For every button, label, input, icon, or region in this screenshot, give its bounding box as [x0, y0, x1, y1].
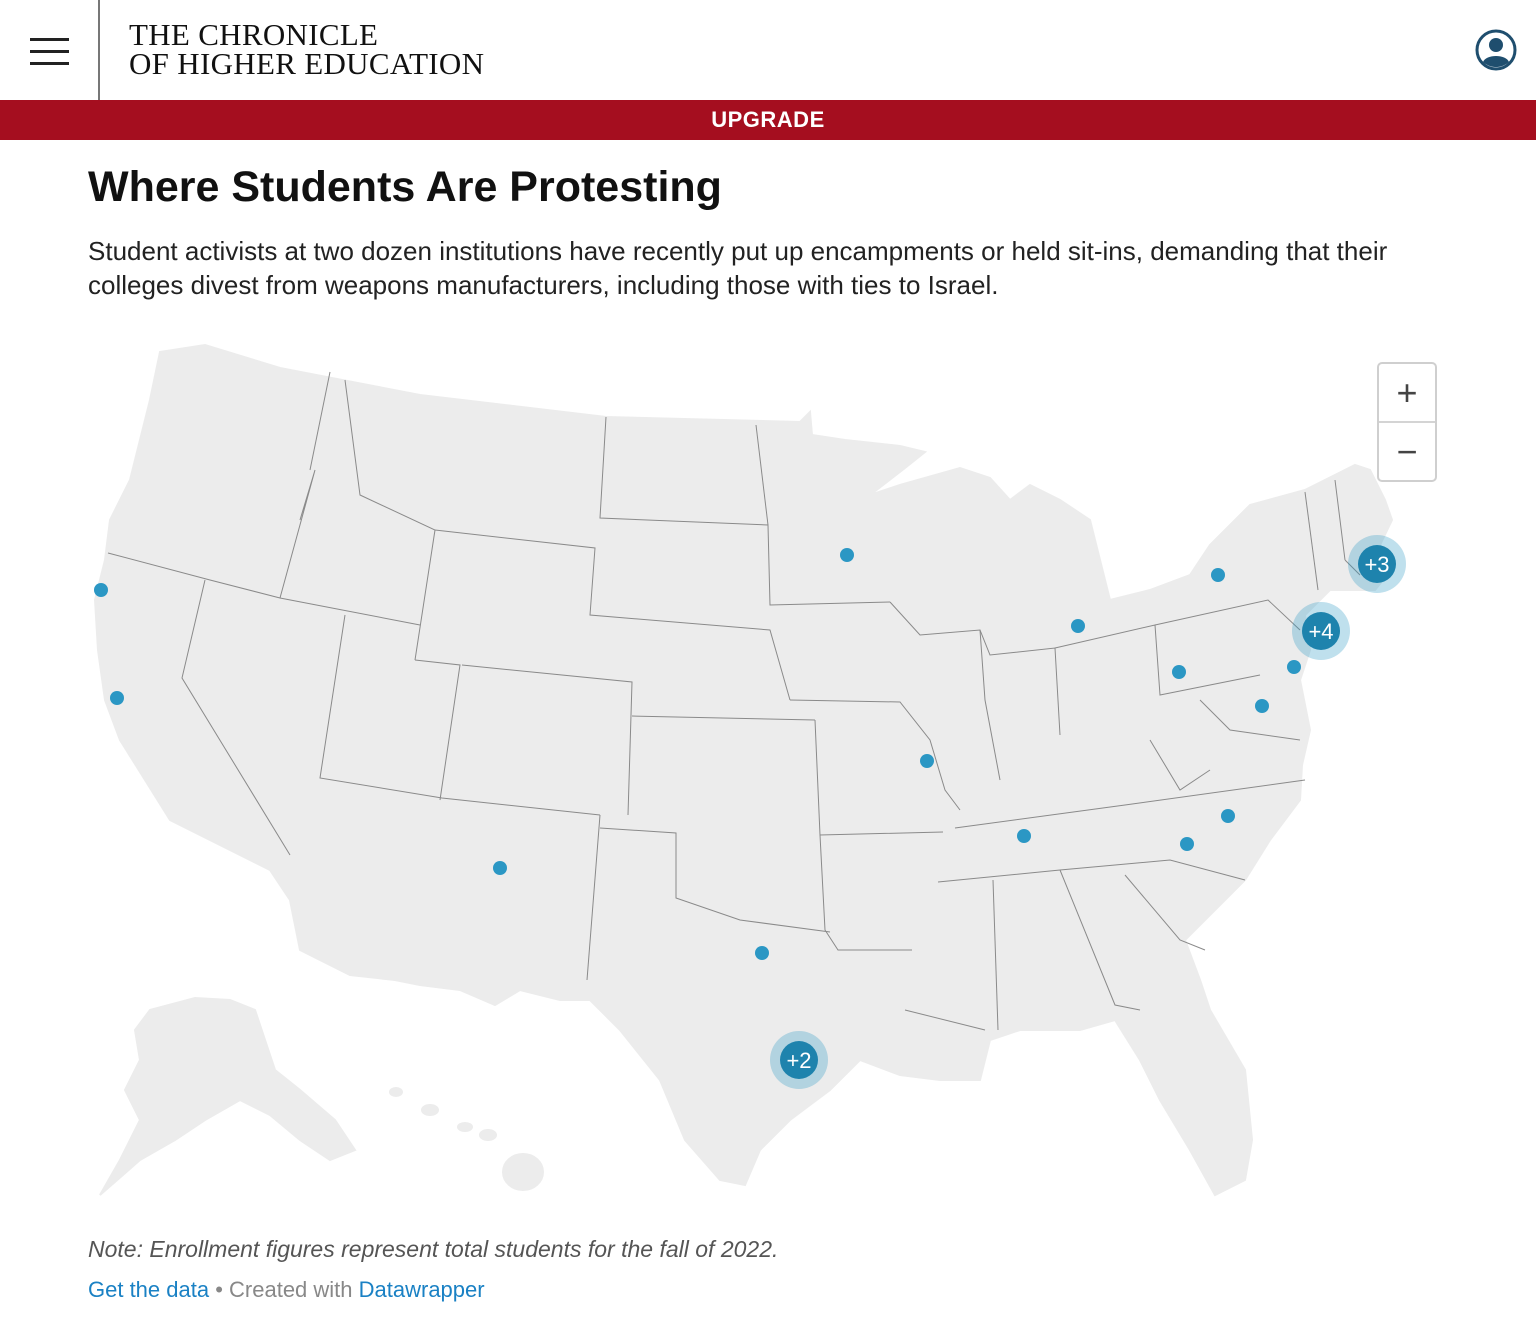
- cluster-markers[interactable]: +3 +4 +2: [770, 535, 1406, 1089]
- logo-line-2: OF HIGHER EDUCATION: [129, 46, 485, 81]
- marker-dot: [1287, 660, 1301, 674]
- protest-markers: [94, 548, 1301, 960]
- us-map[interactable]: +3 +4 +2: [88, 330, 1458, 1220]
- marker-dot: [94, 583, 108, 597]
- datawrapper-link[interactable]: Datawrapper: [358, 1277, 485, 1302]
- marker-dot: [1221, 809, 1235, 823]
- site-logo[interactable]: THE CHRONICLE OF HIGHER EDUCATION: [129, 17, 485, 81]
- zoom-out-button[interactable]: −: [1396, 431, 1418, 472]
- cluster-marker-texas[interactable]: +2: [770, 1031, 828, 1089]
- marker-dot: [755, 946, 769, 960]
- map-credits: Get the data • Created with Datawrapper: [88, 1277, 485, 1303]
- marker-dot: [1255, 699, 1269, 713]
- site-header: THE CHRONICLE OF HIGHER EDUCATION: [0, 0, 1536, 100]
- zoom-controls: + −: [1377, 362, 1437, 482]
- cluster-label: +2: [786, 1048, 811, 1073]
- zoom-divider: [1379, 421, 1435, 423]
- map-land: [93, 343, 1397, 1197]
- marker-dot: [840, 548, 854, 562]
- us-map-canvas: +3 +4 +2: [93, 343, 1406, 1197]
- page-title: Where Students Are Protesting: [88, 163, 722, 211]
- cluster-marker-mid-atlantic[interactable]: +4: [1292, 602, 1350, 660]
- header-divider: [98, 0, 100, 100]
- marker-dot: [110, 691, 124, 705]
- state-borders: [107, 371, 1361, 1031]
- logo-line-1: THE CHRONICLE: [129, 17, 379, 52]
- cluster-marker-northeast[interactable]: +3: [1348, 535, 1406, 593]
- marker-dot: [1172, 665, 1186, 679]
- marker-dot: [920, 754, 934, 768]
- upgrade-banner[interactable]: UPGRADE: [0, 100, 1536, 140]
- marker-dot: [1017, 829, 1031, 843]
- cluster-label: +3: [1364, 552, 1389, 577]
- marker-dot: [1180, 837, 1194, 851]
- cluster-label: +4: [1308, 619, 1333, 644]
- zoom-in-button[interactable]: +: [1396, 372, 1418, 413]
- map-note: Note: Enrollment figures represent total…: [88, 1236, 779, 1262]
- hamburger-menu-icon[interactable]: [0, 0, 98, 100]
- get-the-data-link[interactable]: Get the data: [88, 1277, 210, 1302]
- marker-dot: [1211, 568, 1225, 582]
- user-account-icon[interactable]: [1475, 29, 1517, 71]
- marker-dot: [493, 861, 507, 875]
- article-description: Student activists at two dozen instituti…: [88, 236, 1388, 300]
- marker-dot: [1071, 619, 1085, 633]
- credit-separator: • Created with: [209, 1277, 359, 1302]
